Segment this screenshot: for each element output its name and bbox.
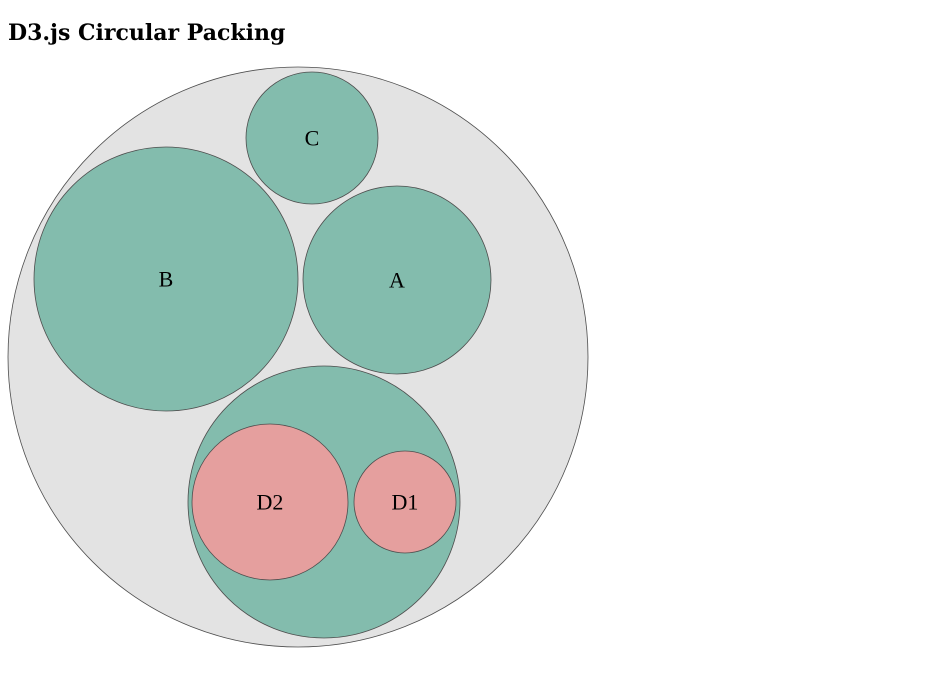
node-b: B [33, 146, 299, 412]
node-b-circle [33, 146, 299, 412]
node-b-label: B [159, 267, 174, 292]
node-d1-label: D1 [392, 490, 419, 515]
node-d: D2 D1 [187, 365, 461, 639]
node-c-circle [245, 71, 379, 205]
node-c: C [245, 71, 379, 205]
page-title: D3.js Circular Packing [8, 20, 286, 46]
node-d2: D2 [191, 423, 349, 581]
node-d2-circle [191, 423, 349, 581]
node-d1-circle [353, 450, 457, 554]
node-d2-label: D2 [257, 490, 284, 515]
node-d1: D1 [353, 450, 457, 554]
node-a-label: A [389, 268, 405, 293]
node-a: A [302, 185, 492, 375]
node-c-label: C [305, 126, 320, 151]
node-a-circle [302, 185, 492, 375]
